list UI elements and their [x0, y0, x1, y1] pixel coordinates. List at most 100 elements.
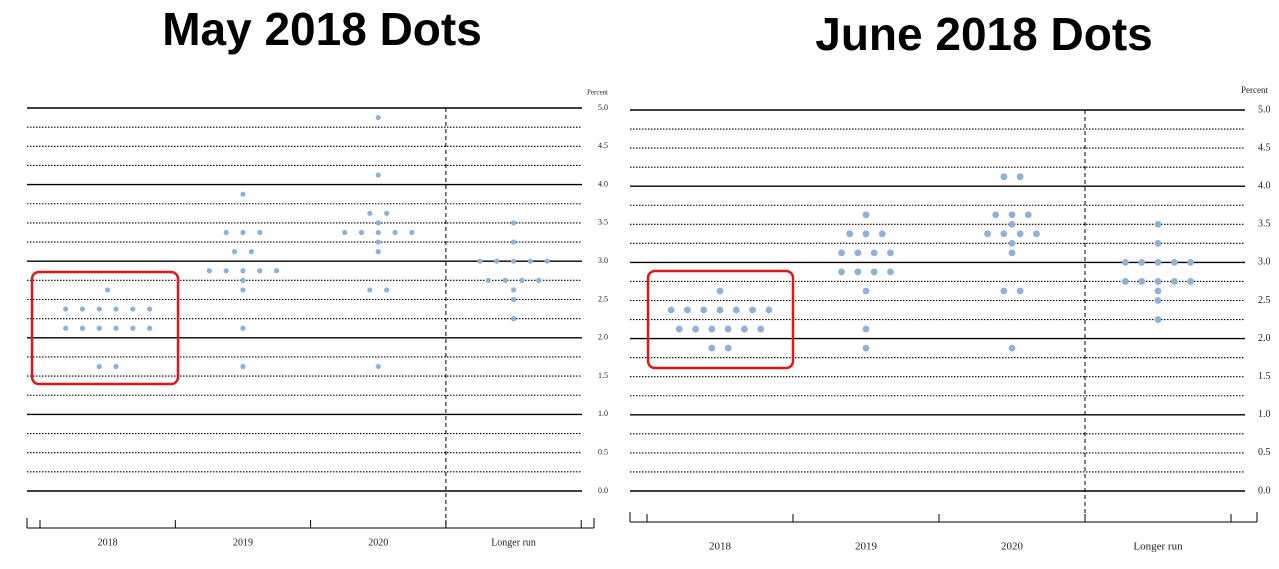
- y-tick-label: 2.0: [598, 333, 608, 342]
- dot: [485, 277, 491, 283]
- dot: [716, 287, 724, 295]
- y-tick-label: 4.0: [598, 179, 608, 188]
- y-axis-label: Percent: [1241, 85, 1268, 95]
- dot: [130, 325, 136, 331]
- dot: [409, 229, 415, 236]
- y-tick-label: 0.0: [1258, 485, 1271, 496]
- dot: [63, 325, 69, 331]
- dot: [510, 296, 517, 303]
- dot: [367, 287, 373, 293]
- dot: [502, 277, 508, 283]
- dot: [854, 268, 862, 276]
- dot: [1154, 259, 1162, 266]
- dot: [240, 229, 246, 236]
- dot: [240, 191, 246, 197]
- y-tick-label: 2.5: [598, 294, 608, 303]
- dot: [510, 220, 517, 226]
- dot: [240, 287, 246, 293]
- dot: [477, 258, 483, 264]
- dot: [105, 287, 111, 293]
- dot: [887, 249, 894, 257]
- x-tick-label: 2020: [368, 537, 388, 548]
- dot: [708, 344, 716, 352]
- chart-june: June 2018 Dots Percent 0.0 0.5 1.0 1.5 2.0 2.5 3…: [629, 8, 1271, 553]
- y-tick-label: 3.0: [598, 256, 608, 265]
- chart-may: May 2018 Dots Percent 0.0 0.5 1.0 1.5 2.0 2.5 3.…: [26, 3, 608, 548]
- dot: [700, 306, 708, 314]
- highlight-box: [646, 269, 795, 370]
- dot: [1154, 287, 1162, 295]
- dot: [240, 268, 246, 274]
- dot: [838, 268, 845, 276]
- dot: [96, 325, 102, 331]
- dot: [984, 230, 991, 238]
- dot: [870, 249, 878, 257]
- dot: [240, 277, 246, 283]
- dot: [741, 325, 748, 333]
- dot: [1154, 297, 1162, 304]
- y-tick-label: 0.5: [1258, 447, 1271, 458]
- dot: [1033, 230, 1040, 238]
- y-tick-label: 2.0: [1258, 333, 1271, 344]
- dot: [1170, 259, 1178, 266]
- dot: [375, 114, 381, 121]
- dot: [113, 306, 119, 312]
- dot: [510, 287, 517, 293]
- x-tick-label: 2018: [709, 541, 732, 553]
- dot: [1016, 230, 1024, 238]
- dot: [342, 229, 348, 236]
- dot: [854, 249, 862, 257]
- dot: [375, 220, 381, 226]
- dot: [384, 210, 390, 216]
- chart-title: June 2018 Dots: [815, 8, 1152, 60]
- dot: [240, 325, 246, 331]
- y-tick-label: 3.0: [1258, 257, 1271, 268]
- dot: [130, 306, 136, 312]
- dot: [384, 287, 390, 293]
- dot: [1000, 173, 1008, 181]
- dot: [375, 239, 381, 245]
- dot: [63, 306, 69, 312]
- y-tick-label: 4.5: [598, 141, 608, 150]
- dot: [838, 249, 845, 257]
- dot: [1008, 239, 1016, 247]
- dot: [862, 287, 870, 295]
- y-tick-label: 1.5: [1258, 371, 1271, 382]
- dot: [1154, 316, 1162, 323]
- y-tick-label: 2.5: [1258, 295, 1271, 306]
- dot: [257, 268, 263, 274]
- dot: [846, 230, 854, 238]
- dot: [1016, 287, 1024, 295]
- dot: [675, 325, 683, 333]
- dot: [510, 258, 517, 264]
- dot: [375, 363, 381, 370]
- dot: [1000, 287, 1008, 295]
- dot: [147, 325, 153, 331]
- dot: [1187, 259, 1194, 266]
- dot: [992, 211, 1000, 219]
- dot: [684, 306, 691, 314]
- dot: [862, 211, 870, 219]
- highlight-box: [30, 270, 180, 386]
- dot: [113, 325, 119, 331]
- dot: [765, 306, 773, 314]
- dot: [1138, 278, 1146, 285]
- dot: [667, 306, 675, 314]
- dot: [1154, 239, 1162, 247]
- dot: [1170, 278, 1178, 285]
- dot: [375, 229, 381, 236]
- y-tick-label: 1.0: [598, 409, 608, 418]
- dot: [510, 239, 517, 245]
- dot: [1154, 278, 1162, 285]
- dot: [724, 325, 732, 333]
- dot: [1016, 173, 1024, 181]
- dot: [1008, 249, 1016, 257]
- dot: [732, 306, 740, 314]
- dot: [1138, 259, 1146, 266]
- x-tick-label: 2019: [233, 537, 253, 548]
- dot: [79, 325, 86, 331]
- x-tick-label: Longer run: [491, 537, 536, 548]
- dot: [231, 249, 238, 255]
- dot: [375, 249, 381, 255]
- y-tick-label: 0.0: [598, 486, 608, 495]
